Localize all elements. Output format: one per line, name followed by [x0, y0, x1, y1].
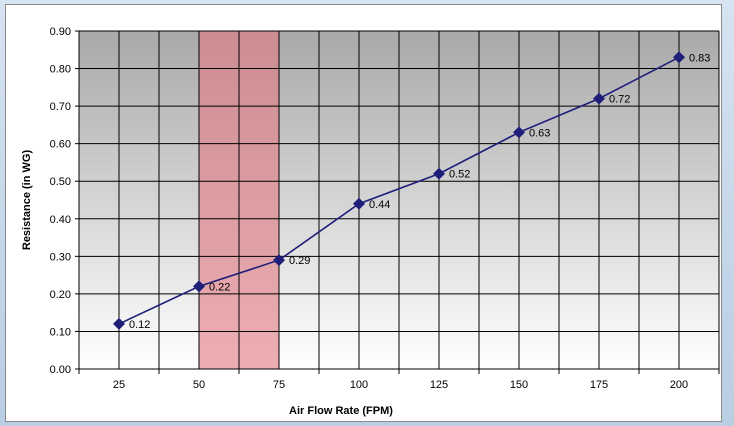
data-label: 0.72 — [609, 94, 630, 106]
y-tick-label: 0.90 — [50, 26, 71, 38]
x-tick-label: 50 — [193, 379, 205, 391]
x-tick-label: 200 — [670, 379, 688, 391]
data-label: 0.44 — [369, 199, 390, 211]
x-tick-label: 175 — [590, 379, 608, 391]
x-axis-title: Air Flow Rate (FPM) — [289, 405, 393, 417]
data-point-marker — [353, 197, 365, 210]
y-tick-label: 0.20 — [50, 289, 71, 301]
data-point-marker — [433, 167, 445, 180]
y-tick-label: 0.10 — [50, 326, 71, 338]
data-point-marker — [193, 280, 205, 293]
data-point-marker — [593, 92, 605, 105]
data-label: 0.83 — [689, 52, 710, 64]
y-tick-label: 0.60 — [50, 139, 71, 151]
y-tick-label: 0.50 — [50, 176, 71, 188]
data-label: 0.63 — [529, 127, 550, 139]
x-tick-label: 75 — [273, 379, 285, 391]
y-tick-label: 0.70 — [50, 101, 71, 113]
series-line — [118, 56, 680, 325]
data-label: 0.52 — [449, 169, 470, 181]
y-axis-title: Resistance (in WG) — [21, 150, 33, 251]
line-chart: 0.00 0.10 0.20 0.30 0.40 0.50 0.60 0.70 0.80 0.90… — [21, 26, 720, 417]
data-point-marker — [273, 254, 285, 267]
y-tick-label: 0.30 — [50, 251, 71, 263]
chart-frame: 0.00 0.10 0.20 0.30 0.40 0.50 0.60 0.70 0.80 0.90… — [5, 4, 722, 422]
data-label: 0.12 — [129, 319, 150, 331]
y-tick-label: 0.40 — [50, 214, 71, 226]
y-tick-label: 0.00 — [50, 364, 71, 376]
data-label: 0.29 — [289, 255, 310, 267]
x-tick-label: 25 — [113, 379, 125, 391]
y-tick-label: 0.80 — [50, 64, 71, 76]
data-point-marker — [113, 317, 125, 330]
x-tick-label: 150 — [510, 379, 528, 391]
data-point-marker — [673, 51, 685, 64]
data-label: 0.22 — [209, 281, 230, 293]
x-tick-label: 100 — [350, 379, 368, 391]
x-tick-label: 125 — [430, 379, 448, 391]
